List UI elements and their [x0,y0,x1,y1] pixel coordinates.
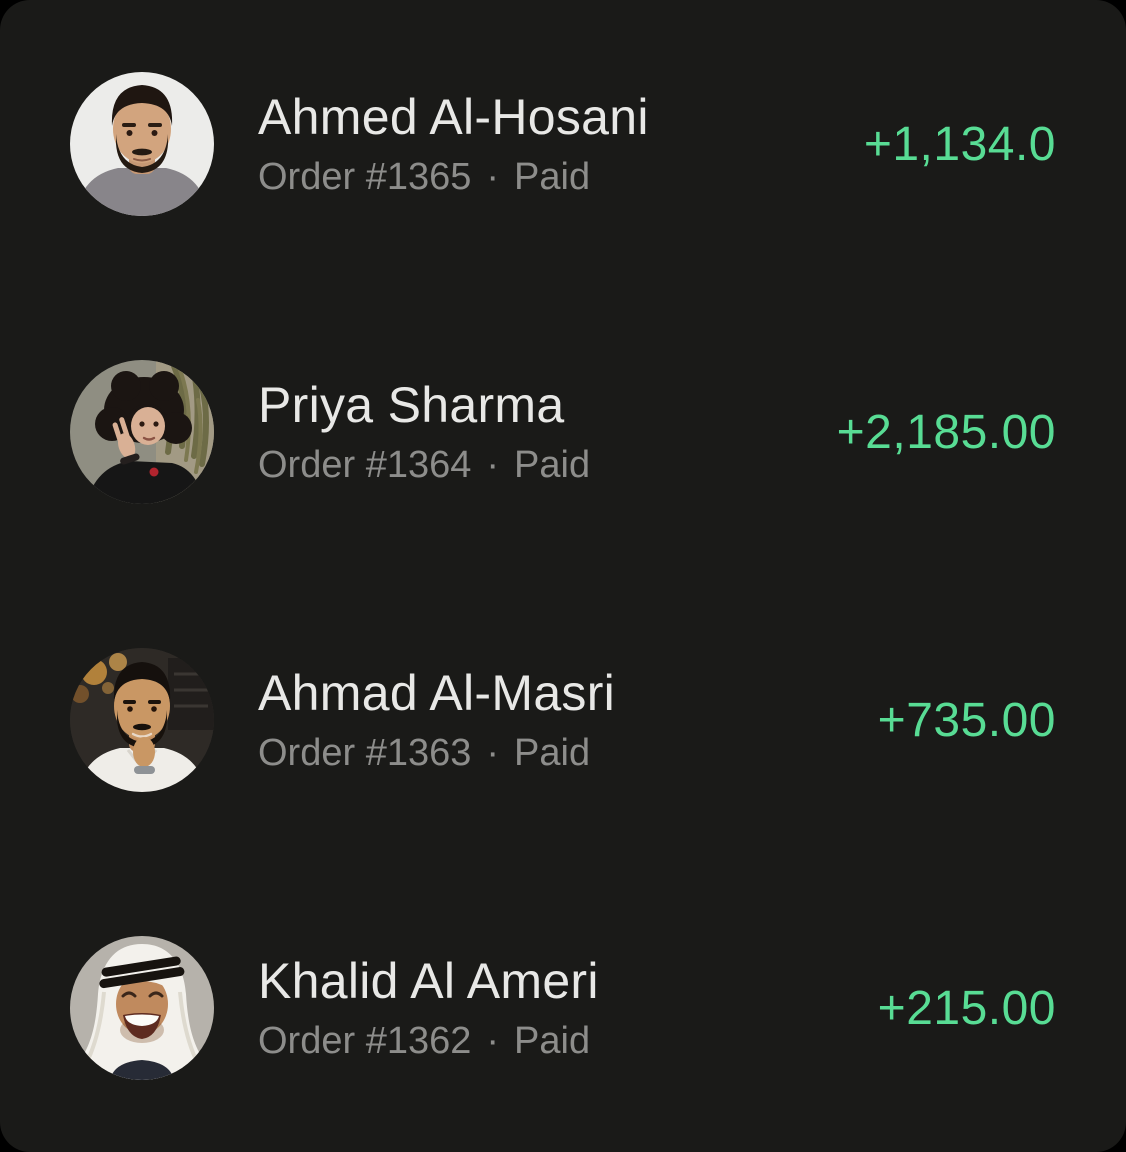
order-info: Priya Sharma Order #1364 · Paid [258,378,590,487]
status-badge: Paid [514,443,591,486]
avatar-image [70,72,214,216]
order-number: Order #1365 [258,155,472,198]
meta-separator-dot: · [486,155,500,198]
order-number: Order #1363 [258,731,472,774]
avatar-image [70,648,214,792]
order-amount: +1,134.0 [863,117,1056,171]
status-badge: Paid [514,1019,591,1062]
avatar-image [70,360,214,504]
meta-separator-dot: · [486,1019,500,1062]
order-number: Order #1362 [258,1019,472,1062]
customer-name: Ahmed Al-Hosani [258,88,649,145]
order-row[interactable]: Ahmad Al-Masri Order #1363 · Paid +735.0… [0,576,1126,864]
order-meta: Order #1362 · Paid [258,1019,599,1063]
order-row[interactable]: Priya Sharma Order #1364 · Paid +2,185.0… [0,288,1126,576]
order-amount: +215.00 [877,981,1056,1035]
order-meta: Order #1364 · Paid [258,443,591,487]
order-meta: Order #1363 · Paid [258,731,615,775]
order-info: Ahmad Al-Masri Order #1363 · Paid [258,666,615,775]
customer-name: Khalid Al Ameri [258,952,599,1009]
customer-name: Ahmad Al-Masri [258,664,616,721]
order-amount: +735.00 [877,693,1056,747]
meta-separator-dot: · [486,443,500,486]
order-meta: Order #1365 · Paid [258,155,649,199]
customer-name: Priya Sharma [258,376,565,433]
order-row[interactable]: Ahmed Al-Hosani Order #1365 · Paid +1,13… [0,0,1126,288]
status-badge: Paid [514,731,591,774]
order-row[interactable]: Khalid Al Ameri Order #1362 · Paid +215.… [0,864,1126,1152]
avatar-image [70,936,214,1080]
order-info: Khalid Al Ameri Order #1362 · Paid [258,954,599,1063]
order-number: Order #1364 [258,443,472,486]
order-amount: +2,185.00 [836,405,1056,459]
order-info: Ahmed Al-Hosani Order #1365 · Paid [258,90,649,199]
status-badge: Paid [514,155,591,198]
meta-separator-dot: · [486,731,500,774]
